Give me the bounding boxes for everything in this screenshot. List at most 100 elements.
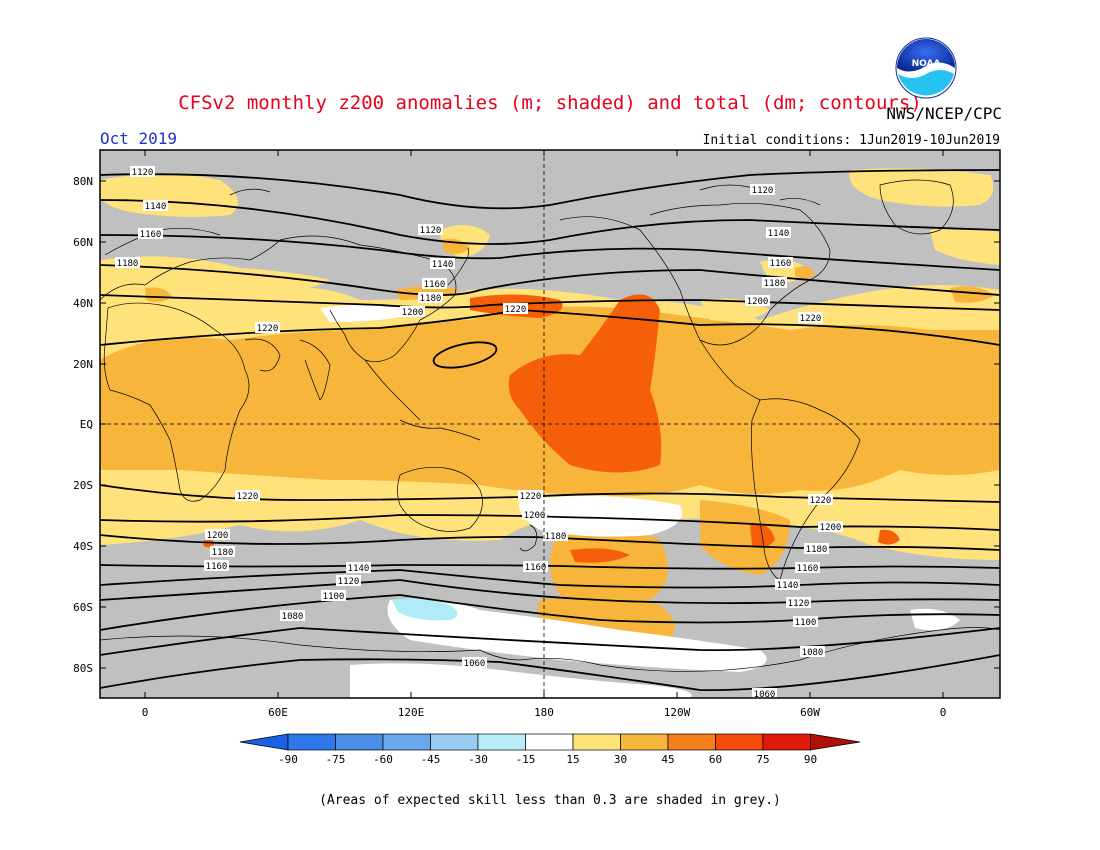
contour-label-1140c: 1140: [766, 227, 791, 239]
colorbar-cell-8: [620, 733, 669, 751]
contour-1140-south: [100, 569, 1000, 589]
lat-label-40s: 40S: [73, 540, 93, 553]
latitude-axis: [100, 180, 1000, 669]
contour-label-1220d: 1220: [235, 490, 260, 502]
colorbar-label: -30: [468, 753, 488, 766]
contour-label-1200c: 1200: [745, 295, 770, 307]
contour-label-1180b: 1180: [418, 292, 443, 304]
longitude-axis: [144, 150, 944, 698]
contour-label-1140f: 1140: [775, 579, 800, 591]
contour-label-1180c: 1180: [762, 277, 787, 289]
lat-label-20s: 20S: [73, 479, 93, 492]
lat-label-60n: 60N: [73, 236, 93, 249]
colorbar: [239, 733, 861, 751]
lon-label-60w: 60W: [800, 706, 820, 719]
contour-label-1060e: 1060: [462, 657, 487, 669]
svg-text:1140: 1140: [145, 202, 167, 212]
contour-label-1220b: 1220: [503, 303, 528, 315]
svg-text:1140: 1140: [348, 564, 370, 574]
colorbar-cell-1: [287, 733, 336, 751]
coast-australia: [397, 466, 483, 532]
coast-africa: [103, 302, 250, 502]
contour-label-1140a: 1140: [143, 200, 168, 212]
lat-label-80n: 80N: [73, 175, 93, 188]
footnote: (Areas of expected skill less than 0.3 a…: [319, 793, 781, 808]
contour-1100-south: [100, 594, 1000, 631]
svg-text:1140: 1140: [768, 229, 790, 239]
svg-text:1060: 1060: [464, 659, 486, 669]
contour-1080-south: [100, 627, 1000, 656]
colorbar-cell-11: [762, 733, 811, 751]
contour-label-1180d: 1180: [210, 546, 235, 558]
lon-label-0-east: 0: [940, 706, 947, 719]
contour-label-1220e: 1220: [518, 490, 543, 502]
coast-greenland: [879, 179, 954, 235]
svg-text:1220: 1220: [505, 305, 527, 315]
colorbar-cell-3: [382, 733, 431, 751]
coast-japan: [447, 247, 469, 286]
contour-label-1060f: 1060: [752, 688, 777, 700]
contour-label-1180f: 1180: [804, 543, 829, 555]
longitude-labels: 0 60E 120E 180 120W 60W 0: [142, 706, 947, 719]
colorbar-cell-4: [430, 733, 479, 751]
coast-antarctica: [100, 627, 1000, 672]
svg-text:1160: 1160: [797, 564, 819, 574]
contour-label-1160f: 1160: [795, 562, 820, 574]
colorbar-label: -90: [278, 753, 298, 766]
svg-text:1160: 1160: [140, 230, 162, 240]
contour-1220-closed: [432, 341, 498, 369]
lat-label-60s: 60S: [73, 601, 93, 614]
contour-labels: 1120 1140 1160 1180 1220 1120 1140 1160 …: [115, 166, 843, 700]
colorbar-label: 60: [709, 753, 722, 766]
contour-label-1160c: 1160: [768, 257, 793, 269]
svg-text:1220: 1220: [810, 496, 832, 506]
svg-text:1220: 1220: [520, 492, 542, 502]
contour-label-1220a: 1220: [255, 322, 280, 334]
colorbar-cell-5: [477, 733, 526, 751]
svg-text:1160: 1160: [525, 563, 547, 573]
forecast-period: Oct 2019: [100, 129, 178, 148]
contour-label-1200d: 1200: [205, 529, 230, 541]
contour-1120-south: [100, 579, 1000, 605]
contour-1160-south: [100, 564, 1000, 570]
contour-label-1180a: 1180: [115, 257, 140, 269]
svg-text:1120: 1120: [752, 186, 774, 196]
colorbar-cell-0: [239, 733, 289, 751]
contour-label-1120a: 1120: [130, 166, 155, 178]
svg-text:1220: 1220: [237, 492, 259, 502]
svg-text:1160: 1160: [770, 259, 792, 269]
svg-text:1100: 1100: [795, 618, 817, 628]
contour-label-1200b: 1200: [400, 306, 425, 318]
contour-label-1120b: 1120: [418, 224, 443, 236]
colorbar-cell-7: [572, 733, 621, 751]
contour-label-1160d: 1160: [204, 560, 229, 572]
colorbar-label: 90: [804, 753, 817, 766]
contour-1180-north: [100, 264, 1000, 296]
colorbar-label: -45: [421, 753, 441, 766]
svg-text:1200: 1200: [524, 511, 546, 521]
svg-text:1200: 1200: [820, 523, 842, 533]
contour-label-1120f: 1120: [786, 597, 811, 609]
contour-label-1140e: 1140: [346, 562, 371, 574]
colorbar-label: 75: [756, 753, 769, 766]
contour-label-1180e: 1180: [543, 530, 568, 542]
svg-text:1120: 1120: [338, 577, 360, 587]
lat-label-80s: 80S: [73, 662, 93, 675]
contour-1060-south: [100, 654, 1000, 692]
svg-text:1180: 1180: [545, 532, 567, 542]
contour-label-1200f: 1200: [818, 521, 843, 533]
contour-label-1160b: 1160: [422, 278, 447, 290]
contour-label-1140b: 1140: [430, 258, 455, 270]
coast-nz: [519, 524, 537, 552]
latitude-labels: 80N 60N 40N 20N EQ 20S 40S 60S 80S: [73, 175, 93, 675]
anomaly-neg-15-30: [392, 598, 458, 621]
contour-1140-north: [100, 199, 1000, 245]
lon-label-0: 0: [142, 706, 149, 719]
contour-label-1120c: 1120: [750, 184, 775, 196]
lat-label-eq: EQ: [80, 418, 93, 431]
contour-label-1220c: 1220: [798, 312, 823, 324]
coast-central-america: [699, 339, 761, 401]
svg-text:1180: 1180: [420, 294, 442, 304]
contour-label-1220f: 1220: [808, 494, 833, 506]
